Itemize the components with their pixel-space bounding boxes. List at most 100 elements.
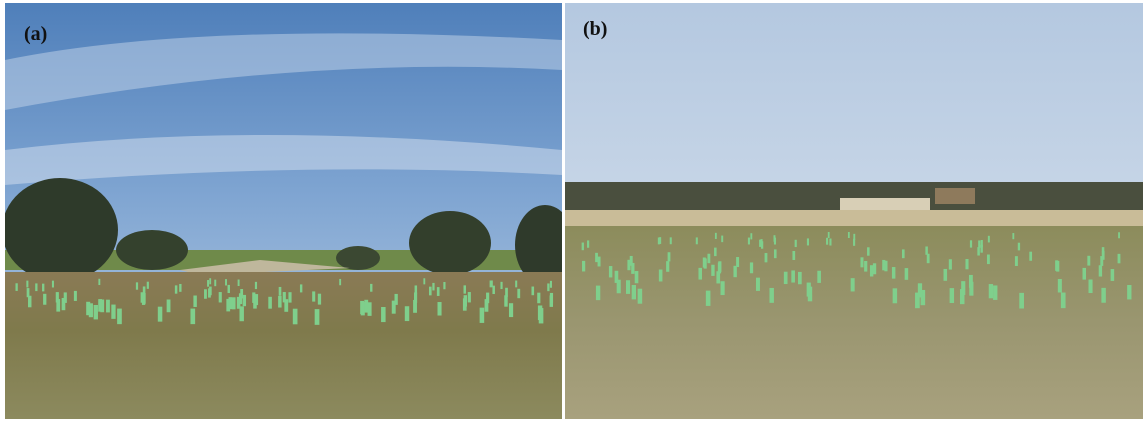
tree-shelter xyxy=(1111,269,1115,281)
tree-shelter xyxy=(228,285,230,293)
tree-shelter xyxy=(209,278,211,284)
tree-shelter xyxy=(255,282,257,289)
tree-shelter xyxy=(860,257,863,267)
tree-shelter xyxy=(582,261,585,272)
tree-shelter xyxy=(716,271,720,283)
tree-shelter xyxy=(668,252,671,261)
tree-shelter xyxy=(925,246,927,254)
tree-shelter xyxy=(538,305,542,320)
tree-shelter xyxy=(784,272,788,284)
tree-shelter xyxy=(98,279,100,285)
tree-shelter xyxy=(630,256,633,266)
tree-shelter xyxy=(582,243,584,251)
tree-shelter xyxy=(666,261,669,272)
tree-shelter xyxy=(1087,256,1090,266)
panel-label: (b) xyxy=(583,18,607,40)
tree-shelter xyxy=(1056,261,1059,272)
tree-shelter xyxy=(736,257,739,267)
tree-shelter xyxy=(255,294,258,305)
tree-shelter xyxy=(537,293,540,304)
panel-label: (a) xyxy=(24,23,47,45)
tree-shelter xyxy=(312,291,315,301)
tree-shelter xyxy=(370,284,372,292)
tree-shelter xyxy=(229,297,233,309)
tree-shelter xyxy=(550,293,553,304)
tree-shelter xyxy=(795,240,797,247)
tree-shelter xyxy=(480,308,485,323)
tree-shelter xyxy=(505,288,508,297)
tree-shelter xyxy=(35,283,37,291)
tree-shelter xyxy=(509,303,513,317)
tree-shelter xyxy=(1018,243,1020,251)
tree-shelter xyxy=(870,265,873,276)
tree-shelter xyxy=(1058,279,1062,292)
tree-shelter xyxy=(978,240,980,247)
tree-shelter xyxy=(1083,268,1087,280)
building xyxy=(840,198,930,212)
tree-shelter xyxy=(1019,293,1024,309)
tree-shelter xyxy=(596,286,600,301)
tree-shelter xyxy=(1089,279,1093,293)
tree-shelter xyxy=(598,257,601,267)
tree-shelter xyxy=(626,280,630,294)
tree-shelter xyxy=(698,268,702,280)
tree-shelter xyxy=(733,266,736,277)
photo-b: (b) xyxy=(565,3,1143,419)
tree-shelter xyxy=(143,286,146,295)
tree-shelter xyxy=(750,233,752,239)
tree-shelter xyxy=(882,260,885,270)
tree-shelter xyxy=(74,291,77,301)
tree-shelter xyxy=(949,259,952,269)
tree-shelter xyxy=(429,287,432,296)
tree-shelter xyxy=(531,287,534,296)
tree-shelter xyxy=(364,300,368,313)
tree-shelter xyxy=(26,281,28,288)
tree-shelter xyxy=(748,238,750,245)
tree-shelter xyxy=(715,233,717,239)
tree-shelter xyxy=(704,258,707,268)
tree-shelter xyxy=(829,239,831,246)
tree-shelter xyxy=(98,299,102,312)
tree-shelter xyxy=(27,288,30,297)
tree-shelter xyxy=(769,288,773,303)
tree-shelter xyxy=(798,272,802,284)
tree-shelter xyxy=(500,282,502,289)
tree-shelter xyxy=(918,283,922,297)
tree-shelter xyxy=(491,280,493,287)
tree-shelter xyxy=(706,291,711,306)
tree-shelter xyxy=(969,275,973,288)
tree-shelter xyxy=(609,266,612,277)
tree-shelter xyxy=(892,267,895,279)
tree-shelter xyxy=(989,284,993,298)
tree-shelter xyxy=(550,281,552,288)
tree-shelter xyxy=(437,287,440,296)
tree-shelter xyxy=(864,261,867,272)
tree-shelter xyxy=(56,292,59,302)
tree-shelter xyxy=(175,285,177,293)
tree-shelter xyxy=(711,265,714,276)
tree-shelter xyxy=(902,249,905,258)
tree-shelter xyxy=(438,302,442,316)
tree-shelter xyxy=(721,281,725,295)
tree-shelter xyxy=(52,281,54,288)
tree-shelter xyxy=(848,232,850,238)
tree-shelter xyxy=(395,294,398,305)
tree-shelter xyxy=(960,289,965,304)
tree-shelter xyxy=(207,280,209,287)
tree-shelter xyxy=(1029,252,1032,261)
tree-shelter xyxy=(617,280,621,294)
tree-shelter xyxy=(193,296,196,307)
tree-shelter xyxy=(463,298,467,310)
tree-shelter xyxy=(828,232,830,238)
tree-shelter xyxy=(826,238,828,245)
tree-shelter xyxy=(792,251,795,260)
tree-shelter xyxy=(721,236,723,243)
tree-shelter xyxy=(243,295,246,306)
tree-shelter xyxy=(284,299,288,312)
tree-shelter xyxy=(381,307,386,322)
tree-shelter xyxy=(15,283,17,291)
tree-shelter xyxy=(977,247,980,255)
tree-shelter xyxy=(278,296,281,308)
tree-shelter xyxy=(987,255,990,265)
tree-shelter xyxy=(817,271,821,283)
